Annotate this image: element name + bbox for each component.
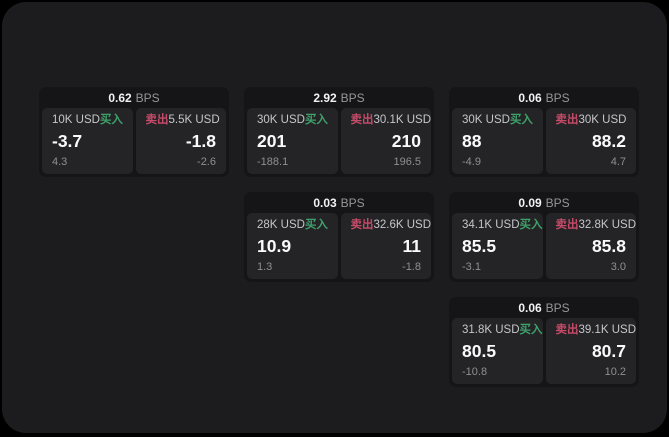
sell-panel[interactable]: 卖出 39.1K USD 80.7 10.2 — [545, 318, 637, 384]
bps-unit-label: BPS — [545, 300, 570, 315]
bps-header: 0.03 BPS — [244, 192, 434, 213]
buy-price: 201 — [257, 131, 287, 151]
buy-panel[interactable]: 34.1K USD 买入 85.5 -3.1 — [452, 213, 543, 279]
sell-price: 85.8 — [591, 236, 626, 256]
sell-secondary-value: -2.6 — [197, 156, 216, 168]
sell-side-label: 卖出 — [145, 114, 169, 126]
bps-value: 0.06 — [518, 300, 542, 315]
buy-size-label: 28K USD — [257, 219, 305, 231]
buy-side-label: 买入 — [99, 114, 123, 126]
bps-header: 0.09 BPS — [449, 192, 639, 213]
bps-unit-label: BPS — [545, 195, 570, 210]
buy-side-label: 买入 — [519, 324, 543, 336]
bps-value: 0.62 — [108, 90, 132, 105]
bps-header: 0.62 BPS — [39, 87, 229, 108]
buy-side-label: 买入 — [304, 114, 328, 126]
sell-panel[interactable]: 卖出 32.6K USD 11 -1.8 — [340, 213, 432, 279]
buy-price: 85.5 — [462, 236, 497, 256]
quote-panels: 10K USD 买入 -3.7 4.3 卖出 5.5K USD -1.8 -2.… — [39, 108, 229, 177]
buy-price: -3.7 — [52, 131, 83, 151]
sell-side-label: 卖出 — [555, 219, 579, 231]
sell-secondary-value: 196.5 — [393, 156, 421, 168]
sell-secondary-value: 10.2 — [604, 366, 626, 378]
buy-panel[interactable]: 28K USD 买入 10.9 1.3 — [247, 213, 338, 279]
buy-panel[interactable]: 30K USD 买入 88 -4.9 — [452, 108, 543, 174]
buy-panel[interactable]: 10K USD 买入 -3.7 4.3 — [42, 108, 133, 174]
sell-price: 11 — [402, 236, 422, 256]
sell-size-label: 32.6K USD — [373, 219, 432, 231]
bps-unit-label: BPS — [135, 90, 160, 105]
quote-panels: 31.8K USD 买入 80.5 -10.8 卖出 39.1K USD 80.… — [449, 318, 639, 387]
buy-panel[interactable]: 30K USD 买入 201 -188.1 — [247, 108, 338, 174]
sell-side-label: 卖出 — [350, 114, 374, 126]
quote-panels: 34.1K USD 买入 85.5 -3.1 卖出 32.8K USD 85.8… — [449, 213, 639, 282]
buy-price: 88 — [462, 131, 482, 151]
bps-header: 0.06 BPS — [449, 297, 639, 318]
sell-panel[interactable]: 卖出 32.8K USD 85.8 3.0 — [545, 213, 637, 279]
buy-secondary-value: 1.3 — [257, 261, 273, 273]
quote-card: 0.06 BPS 30K USD 买入 88 -4.9 卖出 30K USD — [449, 87, 639, 177]
quote-panels: 28K USD 买入 10.9 1.3 卖出 32.6K USD 11 -1.8 — [244, 213, 434, 282]
sell-size-label: 30K USD — [578, 114, 627, 126]
sell-side-label: 卖出 — [555, 114, 579, 126]
sell-size-label: 39.1K USD — [578, 324, 637, 336]
bps-value: 2.92 — [313, 90, 337, 105]
buy-side-label: 买入 — [519, 219, 543, 231]
sell-secondary-value: -1.8 — [402, 261, 421, 273]
buy-side-label: 买入 — [304, 219, 328, 231]
sell-secondary-value: 3.0 — [610, 261, 626, 273]
quote-cards-grid: 0.62 BPS 10K USD 买入 -3.7 4.3 卖出 5.5K USD — [39, 87, 639, 387]
sell-panel[interactable]: 卖出 5.5K USD -1.8 -2.6 — [135, 108, 226, 174]
sell-price: 80.7 — [591, 341, 626, 361]
sell-side-label: 卖出 — [350, 219, 374, 231]
buy-size-label: 30K USD — [462, 114, 510, 126]
quote-card: 2.92 BPS 30K USD 买入 201 -188.1 卖出 30.1K … — [244, 87, 434, 177]
bps-header: 0.06 BPS — [449, 87, 639, 108]
buy-size-label: 10K USD — [52, 114, 100, 126]
quote-card: 0.62 BPS 10K USD 买入 -3.7 4.3 卖出 5.5K USD — [39, 87, 229, 177]
sell-size-label: 5.5K USD — [168, 114, 220, 126]
sell-price: 88.2 — [591, 131, 626, 151]
buy-secondary-value: -4.9 — [462, 156, 481, 168]
bps-unit-label: BPS — [340, 90, 365, 105]
sell-price: -1.8 — [185, 131, 216, 151]
bps-unit-label: BPS — [545, 90, 570, 105]
bps-unit-label: BPS — [340, 195, 365, 210]
bps-value: 0.03 — [313, 195, 337, 210]
bps-value: 0.06 — [518, 90, 542, 105]
sell-price: 210 — [391, 131, 421, 151]
sell-size-label: 30.1K USD — [373, 114, 432, 126]
sell-side-label: 卖出 — [555, 324, 579, 336]
buy-size-label: 34.1K USD — [462, 219, 520, 231]
buy-secondary-value: -3.1 — [462, 261, 481, 273]
bps-header: 2.92 BPS — [244, 87, 434, 108]
sell-panel[interactable]: 卖出 30.1K USD 210 196.5 — [340, 108, 432, 174]
buy-secondary-value: 4.3 — [52, 156, 68, 168]
buy-size-label: 30K USD — [257, 114, 305, 126]
buy-price: 10.9 — [257, 236, 292, 256]
quote-panels: 30K USD 买入 88 -4.9 卖出 30K USD 88.2 4.7 — [449, 108, 639, 177]
quote-card: 0.03 BPS 28K USD 买入 10.9 1.3 卖出 32.6K US… — [244, 192, 434, 282]
buy-price: 80.5 — [462, 341, 497, 361]
sell-panel[interactable]: 卖出 30K USD 88.2 4.7 — [545, 108, 636, 174]
quote-card: 0.09 BPS 34.1K USD 买入 85.5 -3.1 卖出 32.8K… — [449, 192, 639, 282]
sell-size-label: 32.8K USD — [578, 219, 637, 231]
buy-secondary-value: -188.1 — [257, 156, 289, 168]
buy-size-label: 31.8K USD — [462, 324, 520, 336]
buy-panel[interactable]: 31.8K USD 买入 80.5 -10.8 — [452, 318, 543, 384]
quote-card: 0.06 BPS 31.8K USD 买入 80.5 -10.8 卖出 39.1… — [449, 297, 639, 387]
sell-secondary-value: 4.7 — [610, 156, 626, 168]
buy-side-label: 买入 — [509, 114, 533, 126]
bps-value: 0.09 — [518, 195, 542, 210]
quote-panels: 30K USD 买入 201 -188.1 卖出 30.1K USD 210 1… — [244, 108, 434, 177]
buy-secondary-value: -10.8 — [462, 366, 488, 378]
